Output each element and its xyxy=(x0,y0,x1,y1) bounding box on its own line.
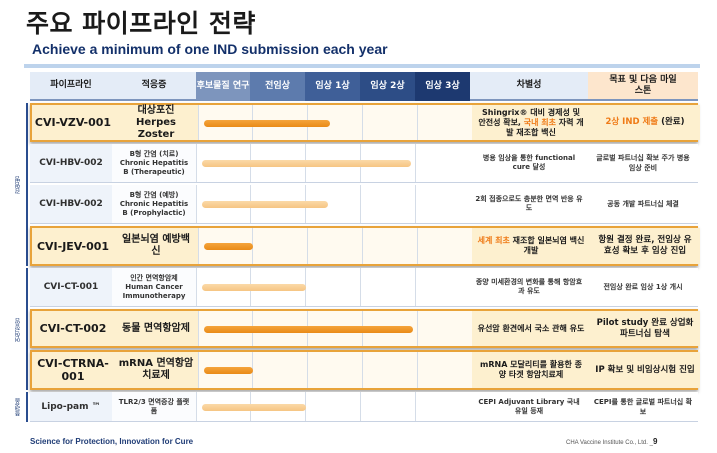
indication: 동물 면역항암제 xyxy=(114,311,198,346)
indication: mRNA 면역항암치료제 xyxy=(114,352,198,388)
pipeline-name: CVI-HBV-002 xyxy=(30,144,112,182)
differentiation: 병용 임상을 통한 functional cure 달성 xyxy=(470,144,588,182)
page-subtitle: Achieve a minimum of one IND submission … xyxy=(32,41,388,57)
header-indication: 적응증 xyxy=(112,72,196,101)
footer-slogan: Science for Protection, Innovation for C… xyxy=(30,437,194,446)
differentiation: 세계 최초 재조합 일본뇌염 백신 개발 xyxy=(472,228,590,264)
stage-divider xyxy=(362,105,363,140)
pipeline-name: CVI-VZV-001 xyxy=(32,105,114,140)
header-pipeline: 파이프라인 xyxy=(30,72,112,101)
page-number: 9 xyxy=(652,437,658,446)
stage-divider xyxy=(198,352,199,388)
pipeline-row: CVI-CT-001 인간 면역항암제 Human Cancer Immunoth… xyxy=(30,268,698,307)
stage-divider xyxy=(196,144,197,182)
differentiation: 종양 미세환경의 변화를 통해 항암효과 유도 xyxy=(470,268,588,306)
stage-divider xyxy=(417,352,418,388)
pipeline-row: CVI-HBV-002 B형 간염 (예방) Chronic Hepatitis … xyxy=(30,185,698,224)
progress-bar xyxy=(204,119,330,127)
stage-divider xyxy=(415,144,416,182)
page-title: 주요 파이프라인 전략 xyxy=(26,9,256,38)
progress-bar xyxy=(204,325,413,333)
differentiation: mRNA 모달리티를 활용한 종양 타겟 항암치료제 xyxy=(472,352,590,388)
header-phase1: 임상 1상 xyxy=(305,72,360,101)
stage-divider xyxy=(198,311,199,346)
pipeline-name: CVI-CT-001 xyxy=(30,268,112,306)
goal-milestone: CEPI를 통한 글로벌 파트너십 확보 xyxy=(588,392,698,421)
goal-milestone: Pilot study 완료 상업화 파트너십 탐색 xyxy=(590,311,700,346)
category-label-infectious: 감염병 xyxy=(15,176,22,194)
header-preclinical: 전임상 xyxy=(250,72,305,101)
pipeline-name: CVI-JEV-001 xyxy=(32,228,114,264)
progress-bar xyxy=(202,403,306,411)
goal-milestone: 전임상 완료 임상 1상 개시 xyxy=(588,268,698,306)
differentiation: 2회 접종으로도 충분한 면역 반응 유도 xyxy=(470,185,588,223)
stage-divider xyxy=(360,268,361,306)
differentiation-accent: 국내 최초 xyxy=(523,117,556,127)
stage-divider xyxy=(415,392,416,421)
differentiation: 유선암 환견에서 국소 관해 유도 xyxy=(472,311,590,346)
pipeline-row: Lipo-pam ™ TLR2/3 면역증강 플랫폼 CEPI Adjuvant L… xyxy=(30,392,698,422)
stage-divider xyxy=(417,228,418,264)
stage-divider xyxy=(307,352,308,388)
pipeline-name: Lipo-pam ™ xyxy=(30,392,112,421)
differentiation: Shingrix® 대비 경제성 및 안전성 확보, 국내 최초 자력 개발 재… xyxy=(472,105,590,140)
indication: 일본뇌염 예방백신 xyxy=(114,228,198,264)
title-divider xyxy=(24,64,700,68)
stage-divider xyxy=(198,228,199,264)
stage-divider xyxy=(362,228,363,264)
stage-divider xyxy=(417,311,418,346)
category-bar-immuno-oncology xyxy=(26,268,28,390)
header-phase3: 임상 3상 xyxy=(415,72,470,101)
stage-divider xyxy=(196,392,197,421)
footer-company: CHA Vaccine Institute Co., Ltd. _9 xyxy=(566,437,658,446)
header-phase2: 임상 2상 xyxy=(360,72,415,101)
header-discovery: 후보물질 연구 xyxy=(196,72,250,101)
stage-divider xyxy=(196,185,197,223)
stage-divider xyxy=(360,392,361,421)
goal-milestone-accent: 2상 IND 제출 xyxy=(605,117,659,127)
progress-bar xyxy=(202,284,306,291)
header-goal: 목표 및 다음 마일스톤 xyxy=(588,72,698,101)
pipeline-row: CVI-CT-002 동물 면역항암제 유선암 환견에서 국소 관해 유도 Pilot… xyxy=(30,309,700,348)
indication: 대상포진 Herpes Zoster xyxy=(114,105,198,140)
pipeline-row: CVI-JEV-001 일본뇌염 예방백신 세계 최초 재조합 일본뇌염 백신 개발… xyxy=(30,226,700,266)
category-bar-platform xyxy=(26,392,28,422)
goal-milestone: IP 확보 및 비임상시험 진입 xyxy=(590,352,700,388)
stage-divider xyxy=(307,228,308,264)
header-differentiation: 차별성 xyxy=(470,72,588,101)
pipeline-name: CVI-HBV-002 xyxy=(30,185,112,223)
pipeline-name: CVI-CT-002 xyxy=(32,311,114,346)
pipeline-row: CVI-CTRNA-001 mRNA 면역항암치료제 mRNA 모달리티를 활용한 … xyxy=(30,350,700,390)
stage-divider xyxy=(360,185,361,223)
differentiation: CEPI Adjuvant Library 국내 유일 등재 xyxy=(470,392,588,421)
indication: B형 간염 (치료) Chronic Hepatitis B (Therapeu… xyxy=(112,144,196,182)
goal-milestone: 글로벌 파트너십 확보 주가 병용 임상 준비 xyxy=(588,144,698,182)
stage-divider xyxy=(196,268,197,306)
progress-bar xyxy=(204,367,253,374)
category-label-platform: 플랫폼 xyxy=(15,398,22,416)
progress-bar xyxy=(202,160,411,167)
stage-divider xyxy=(415,268,416,306)
pipeline-row: CVI-VZV-001 대상포진 Herpes Zoster Shingrix® 대… xyxy=(30,103,700,142)
category-label-immuno-oncology: 면역항암 xyxy=(15,318,22,342)
goal-milestone: 2상 IND 제출 (완료) xyxy=(590,105,700,140)
goal-milestone: 공동 개발 파트너십 체결 xyxy=(588,185,698,223)
goal-milestone: 항원 결정 완료, 전임상 유효성 확보 후 임상 진입 xyxy=(590,228,700,264)
progress-bar xyxy=(202,201,328,208)
pipeline-name: CVI-CTRNA-001 xyxy=(32,352,114,388)
differentiation-accent: 세계 최초 xyxy=(477,236,510,245)
progress-bar xyxy=(204,243,253,250)
indication: TLR2/3 면역증강 플랫폼 xyxy=(112,392,196,421)
indication: B형 간염 (예방) Chronic Hepatitis B (Prophyla… xyxy=(112,185,196,223)
stage-divider xyxy=(415,185,416,223)
stage-divider xyxy=(417,105,418,140)
pipeline-row: CVI-HBV-002 B형 간염 (치료) Chronic Hepatitis … xyxy=(30,144,698,183)
stage-divider xyxy=(362,352,363,388)
category-bar-infectious xyxy=(26,103,28,266)
indication: 인간 면역항암제 Human Cancer Immunotherapy xyxy=(112,268,196,306)
stage-divider xyxy=(198,105,199,140)
